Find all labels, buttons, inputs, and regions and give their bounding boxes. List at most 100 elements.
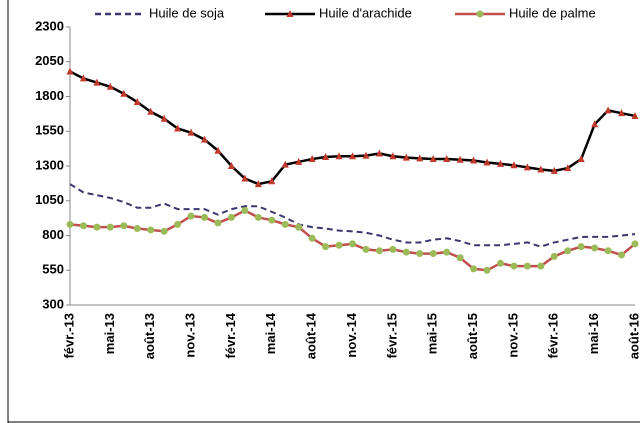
y-tick-label: 550 bbox=[42, 262, 64, 277]
marker bbox=[510, 161, 518, 169]
marker bbox=[79, 222, 87, 230]
marker bbox=[416, 154, 424, 162]
x-tick-label: août-14 bbox=[304, 312, 319, 359]
marker bbox=[187, 128, 195, 136]
marker bbox=[564, 164, 572, 172]
marker bbox=[510, 262, 518, 270]
marker bbox=[591, 244, 599, 252]
x-tick-label: août-16 bbox=[626, 313, 640, 359]
marker bbox=[106, 82, 114, 90]
marker bbox=[523, 163, 531, 171]
marker bbox=[227, 162, 235, 169]
marker bbox=[201, 135, 209, 143]
marker bbox=[254, 213, 262, 221]
y-tick-label: 800 bbox=[42, 227, 64, 242]
marker bbox=[496, 259, 504, 267]
marker bbox=[227, 213, 235, 221]
legend-label: Huile de palme bbox=[509, 5, 596, 20]
marker bbox=[281, 160, 289, 168]
marker bbox=[214, 219, 222, 227]
marker bbox=[470, 265, 478, 273]
marker bbox=[443, 248, 451, 256]
marker bbox=[564, 247, 572, 255]
x-tick-label: nov.-14 bbox=[344, 312, 359, 357]
marker bbox=[349, 240, 356, 248]
marker bbox=[174, 124, 182, 132]
y-tick-label: 1300 bbox=[35, 157, 64, 172]
marker bbox=[133, 225, 141, 233]
x-tick-label: mai-16 bbox=[586, 313, 601, 354]
marker bbox=[618, 251, 626, 259]
marker bbox=[268, 177, 276, 185]
legend-marker bbox=[286, 10, 294, 17]
marker bbox=[120, 89, 128, 97]
marker bbox=[308, 155, 316, 163]
marker bbox=[483, 158, 491, 166]
marker bbox=[120, 222, 128, 230]
marker bbox=[375, 149, 383, 157]
marker bbox=[66, 220, 74, 228]
marker bbox=[604, 247, 612, 255]
series-line bbox=[69, 70, 636, 186]
marker bbox=[537, 262, 545, 270]
marker bbox=[295, 157, 303, 165]
x-tick-label: mai-14 bbox=[263, 312, 278, 354]
x-tick-label: août-15 bbox=[465, 313, 480, 359]
marker bbox=[470, 156, 478, 164]
y-tick-label: 2050 bbox=[35, 53, 64, 68]
marker bbox=[550, 252, 558, 260]
marker bbox=[187, 212, 195, 220]
x-tick-label: mai-15 bbox=[425, 313, 440, 354]
marker bbox=[375, 247, 383, 255]
marker bbox=[443, 155, 451, 163]
marker bbox=[254, 180, 262, 188]
x-tick-label: févr.-15 bbox=[384, 313, 399, 359]
legend-marker bbox=[476, 10, 484, 18]
marker bbox=[322, 243, 330, 251]
marker bbox=[402, 153, 410, 161]
y-tick-label: 300 bbox=[42, 296, 64, 311]
x-tick-label: nov.-15 bbox=[505, 313, 520, 358]
marker bbox=[335, 241, 343, 249]
marker bbox=[429, 155, 437, 163]
y-tick-label: 1050 bbox=[35, 192, 64, 207]
marker bbox=[295, 223, 303, 231]
marker bbox=[618, 109, 626, 117]
marker bbox=[550, 166, 558, 174]
marker bbox=[133, 98, 141, 106]
marker bbox=[483, 266, 491, 274]
marker bbox=[241, 174, 249, 182]
marker bbox=[523, 262, 531, 270]
marker bbox=[577, 155, 585, 163]
marker bbox=[362, 151, 370, 159]
marker bbox=[106, 223, 114, 231]
marker bbox=[577, 243, 585, 251]
marker bbox=[429, 250, 437, 258]
marker bbox=[214, 146, 222, 154]
x-tick-label: févr.-13 bbox=[61, 313, 76, 359]
y-tick-label: 2300 bbox=[35, 18, 64, 33]
y-tick-label: 1800 bbox=[35, 88, 64, 103]
marker bbox=[402, 248, 410, 256]
marker bbox=[631, 240, 639, 248]
series-line bbox=[69, 183, 636, 248]
marker bbox=[362, 245, 370, 253]
marker bbox=[335, 152, 343, 160]
x-tick-label: févr.-16 bbox=[546, 313, 561, 359]
marker bbox=[66, 67, 74, 75]
marker bbox=[537, 165, 545, 173]
marker bbox=[93, 223, 101, 231]
marker bbox=[389, 245, 397, 253]
marker bbox=[456, 254, 464, 262]
marker bbox=[591, 120, 599, 128]
marker bbox=[416, 250, 424, 258]
marker bbox=[147, 107, 155, 115]
legend-label: Huile d'arachide bbox=[319, 5, 412, 20]
marker bbox=[496, 159, 504, 167]
marker bbox=[160, 114, 168, 122]
x-tick-label: mai-13 bbox=[102, 313, 117, 354]
legend-label: Huile de soja bbox=[149, 5, 225, 20]
marker bbox=[79, 74, 87, 82]
marker bbox=[174, 220, 182, 228]
